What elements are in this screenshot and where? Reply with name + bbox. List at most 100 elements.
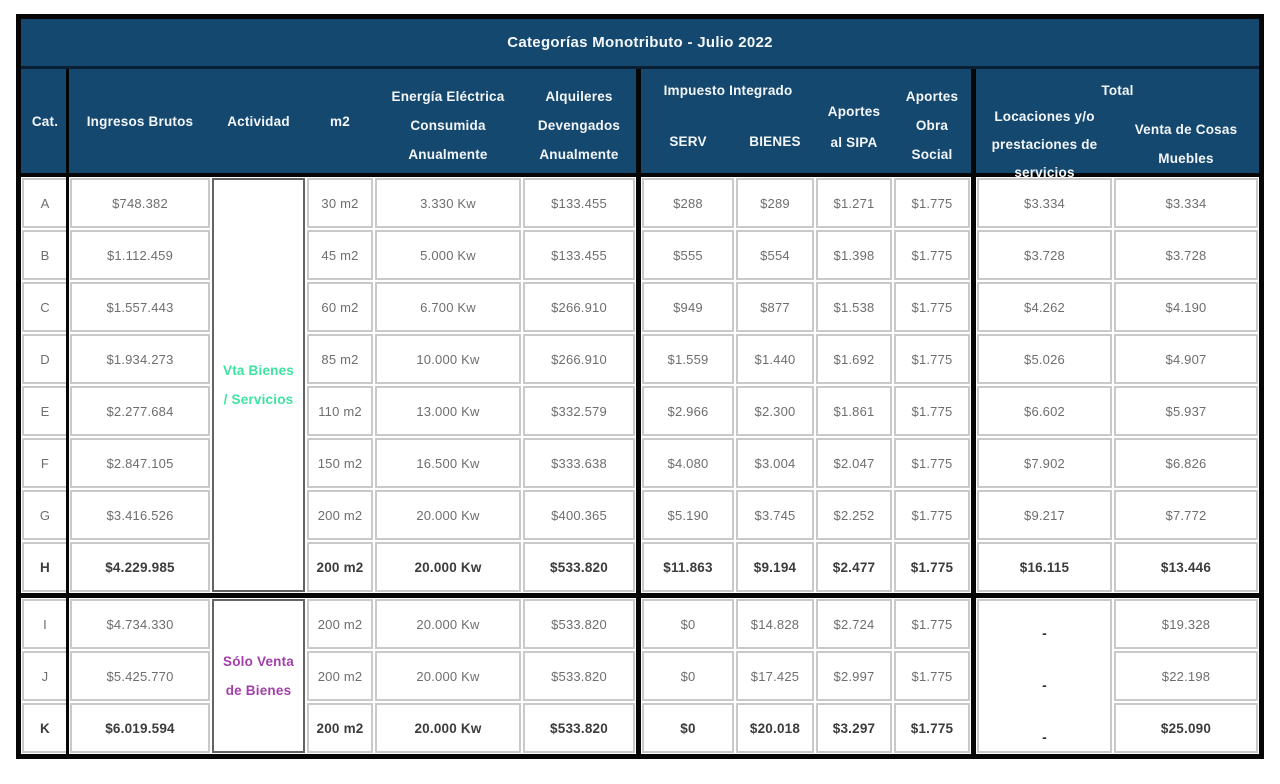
energia-cell: 20.000 Kw — [374, 650, 522, 702]
cat-cell: B — [21, 229, 69, 281]
total_locaciones-cell: $3.334 — [976, 177, 1113, 229]
m2-cell: 200 m2 — [306, 702, 374, 754]
ingresos-cell: $1.112.459 — [69, 229, 211, 281]
m2-cell: 60 m2 — [306, 281, 374, 333]
m2-cell: 110 m2 — [306, 385, 374, 437]
alquileres-cell: $333.638 — [522, 437, 636, 489]
sipa-cell: $2.477 — [815, 541, 893, 593]
cat-cell: A — [21, 177, 69, 229]
sipa-cell: $1.692 — [815, 333, 893, 385]
header-ingresos-brutos: Ingresos Brutos — [69, 69, 211, 177]
serv-cell: $2.966 — [641, 385, 735, 437]
m2-cell: 85 m2 — [306, 333, 374, 385]
vertical-divider-right — [971, 69, 976, 754]
total_venta-cell: $6.826 — [1113, 437, 1259, 489]
obra_social-cell: $1.775 — [893, 177, 971, 229]
serv-cell: $5.190 — [641, 489, 735, 541]
total_venta-cell: $4.190 — [1113, 281, 1259, 333]
obra_social-cell: $1.775 — [893, 650, 971, 702]
bienes-cell: $3.004 — [735, 437, 815, 489]
horizontal-divider-h-i — [21, 593, 1259, 598]
cat-cell: D — [21, 333, 69, 385]
m2-cell: 200 m2 — [306, 489, 374, 541]
sipa-cell: $1.861 — [815, 385, 893, 437]
sipa-cell: $2.047 — [815, 437, 893, 489]
total_venta-cell: $7.772 — [1113, 489, 1259, 541]
ingresos-cell: $2.277.684 — [69, 385, 211, 437]
energia-cell: 6.700 Kw — [374, 281, 522, 333]
bienes-cell: $1.440 — [735, 333, 815, 385]
sipa-cell: $1.271 — [815, 177, 893, 229]
total_locaciones-cell: $16.115 — [976, 541, 1113, 593]
total_venta-cell: $19.328 — [1113, 598, 1259, 650]
ingresos-cell: $2.847.105 — [69, 437, 211, 489]
cat-column-divider — [66, 69, 69, 754]
alquileres-cell: $332.579 — [522, 385, 636, 437]
cat-cell: J — [21, 650, 69, 702]
actividad-merged-cell: Sólo Venta de Bienes — [211, 598, 306, 754]
energia-cell: 5.000 Kw — [374, 229, 522, 281]
cat-cell: C — [21, 281, 69, 333]
total_locaciones-cell: $4.262 — [976, 281, 1113, 333]
m2-cell: 30 m2 — [306, 177, 374, 229]
alquileres-cell: $266.910 — [522, 333, 636, 385]
total_venta-cell: $13.446 — [1113, 541, 1259, 593]
obra_social-cell: $1.775 — [893, 702, 971, 754]
serv-cell: $11.863 — [641, 541, 735, 593]
alquileres-cell: $133.455 — [522, 229, 636, 281]
obra_social-cell: $1.775 — [893, 385, 971, 437]
m2-cell: 150 m2 — [306, 437, 374, 489]
energia-cell: 20.000 Kw — [374, 598, 522, 650]
header-aportes-obra-social: Aportes Obra Social — [893, 69, 971, 177]
energia-cell: 16.500 Kw — [374, 437, 522, 489]
total_venta-cell: $22.198 — [1113, 650, 1259, 702]
obra_social-cell: $1.775 — [893, 489, 971, 541]
header-bienes: BIENES — [735, 69, 815, 177]
serv-cell: $0 — [641, 650, 735, 702]
sipa-cell: $2.252 — [815, 489, 893, 541]
header-energia-electrica: Energía Eléctrica Consumida Anualmente — [374, 69, 522, 177]
bienes-cell: $14.828 — [735, 598, 815, 650]
ingresos-cell: $1.934.273 — [69, 333, 211, 385]
total_locaciones-cell: $3.728 — [976, 229, 1113, 281]
bienes-cell: $20.018 — [735, 702, 815, 754]
m2-cell: 200 m2 — [306, 650, 374, 702]
header-cat: Cat. — [21, 69, 69, 177]
alquileres-cell: $533.820 — [522, 650, 636, 702]
bienes-cell: $289 — [735, 177, 815, 229]
ingresos-cell: $6.019.594 — [69, 702, 211, 754]
total_locaciones-cell: $5.026 — [976, 333, 1113, 385]
bienes-cell: $877 — [735, 281, 815, 333]
header-actividad: Actividad — [211, 69, 306, 177]
obra_social-cell: $1.775 — [893, 598, 971, 650]
cat-cell: I — [21, 598, 69, 650]
energia-cell: 20.000 Kw — [374, 702, 522, 754]
bienes-cell: $17.425 — [735, 650, 815, 702]
bienes-cell: $2.300 — [735, 385, 815, 437]
energia-cell: 20.000 Kw — [374, 489, 522, 541]
cat-cell: G — [21, 489, 69, 541]
table-title: Categorías Monotributo - Julio 2022 — [21, 19, 1259, 69]
bienes-cell: $3.745 — [735, 489, 815, 541]
ingresos-cell: $5.425.770 — [69, 650, 211, 702]
total_locaciones-cell: $6.602 — [976, 385, 1113, 437]
header-alquileres: Alquileres Devengados Anualmente — [522, 69, 636, 177]
bienes-cell: $554 — [735, 229, 815, 281]
sipa-cell: $1.398 — [815, 229, 893, 281]
dash-value: - — [1042, 625, 1047, 641]
header-serv: SERV — [641, 69, 735, 177]
total_venta-cell: $5.937 — [1113, 385, 1259, 437]
sipa-cell: $2.724 — [815, 598, 893, 650]
bienes-cell: $9.194 — [735, 541, 815, 593]
total_venta-cell: $25.090 — [1113, 702, 1259, 754]
obra_social-cell: $1.775 — [893, 281, 971, 333]
header-total: Total — [1101, 83, 1134, 98]
serv-cell: $0 — [641, 598, 735, 650]
header-m2: m2 — [306, 69, 374, 177]
serv-cell: $0 — [641, 702, 735, 754]
ingresos-cell: $3.416.526 — [69, 489, 211, 541]
alquileres-cell: $533.820 — [522, 702, 636, 754]
ingresos-cell: $4.734.330 — [69, 598, 211, 650]
cat-cell: F — [21, 437, 69, 489]
header-total-venta-muebles: Venta de Cosas Muebles — [1113, 69, 1259, 177]
